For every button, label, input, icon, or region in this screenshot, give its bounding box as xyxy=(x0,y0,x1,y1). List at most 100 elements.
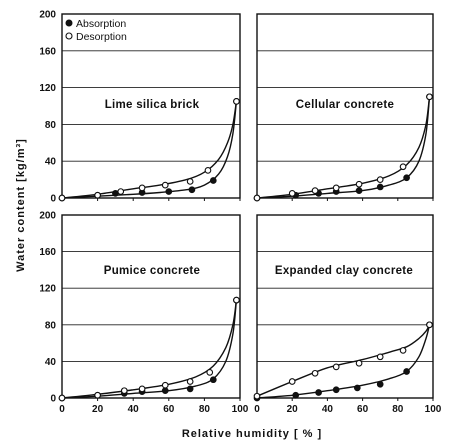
absorption-point xyxy=(165,188,173,195)
desorption-point xyxy=(355,180,363,188)
desorption-point xyxy=(120,387,128,395)
absorption-point xyxy=(209,177,217,184)
panel-title: Lime silica brick xyxy=(105,99,200,111)
curve-desorption xyxy=(256,96,431,199)
y-tick-label: 160 xyxy=(39,46,56,57)
absorption-point xyxy=(315,389,322,396)
legend-label-absorption: Absorption xyxy=(76,18,126,30)
curve-absorption xyxy=(61,101,238,199)
x-tick-label: 20 xyxy=(92,404,104,415)
chart-panel-2: Cellular concrete xyxy=(253,13,434,202)
curve-desorption xyxy=(256,324,431,397)
curve-absorption xyxy=(256,324,431,399)
desorption-point xyxy=(288,378,296,385)
x-tick-label: 60 xyxy=(163,404,175,415)
y-tick-label: 80 xyxy=(45,120,57,131)
plot-frame xyxy=(61,13,241,199)
desorption-point xyxy=(186,378,194,385)
desorption-point xyxy=(288,190,296,197)
desorption-point xyxy=(94,391,101,399)
x-tick-label: 100 xyxy=(232,404,249,415)
legend-marker-absorption xyxy=(65,19,73,27)
desorption-point xyxy=(204,167,212,174)
absorption-point xyxy=(186,385,194,393)
y-tick-label: 40 xyxy=(45,357,57,368)
x-tick-label: 80 xyxy=(392,404,404,415)
x-axis-label: Relative humidity [ % ] xyxy=(182,428,322,440)
desorption-point xyxy=(161,181,169,189)
y-tick-label: 120 xyxy=(39,284,56,295)
absorption-point xyxy=(292,391,300,399)
desorption-point xyxy=(426,321,433,329)
plot-frame xyxy=(61,214,241,399)
panel-title: Expanded clay concrete xyxy=(275,265,413,277)
x-tick-label: 0 xyxy=(254,404,260,415)
x-tick-label: 40 xyxy=(322,404,334,415)
absorption-point xyxy=(403,368,410,375)
plot-frame xyxy=(256,13,434,199)
panel-title: Pumice concrete xyxy=(104,265,201,277)
y-tick-label: 0 xyxy=(50,194,56,205)
desorption-point xyxy=(233,98,240,105)
desorption-point xyxy=(399,347,407,354)
desorption-point xyxy=(311,369,319,377)
desorption-point xyxy=(206,369,214,376)
chart-panel-3: 0 40 80 120 160 200 0 20 40 60 80 100 Pumice concret… xyxy=(39,211,248,416)
desorption-point xyxy=(117,188,125,195)
absorption-point xyxy=(355,187,363,194)
x-tick-label: 20 xyxy=(287,404,299,415)
desorption-point xyxy=(355,359,363,367)
absorption-point xyxy=(376,380,384,388)
desorption-point xyxy=(399,163,407,171)
absorption-point xyxy=(161,387,169,395)
absorption-point xyxy=(209,376,217,384)
y-tick-label: 40 xyxy=(45,157,57,168)
desorption-point xyxy=(253,194,261,202)
x-tick-label: 60 xyxy=(357,404,369,415)
desorption-point xyxy=(186,178,194,185)
y-tick-label: 120 xyxy=(39,83,56,94)
legend-label-desorption: Desorption xyxy=(76,31,127,43)
absorption-point xyxy=(332,386,340,394)
absorption-point xyxy=(376,183,384,191)
desorption-point xyxy=(332,184,340,192)
desorption-point xyxy=(376,176,384,183)
desorption-point xyxy=(332,363,340,371)
desorption-point xyxy=(138,385,146,393)
panel-title: Cellular concrete xyxy=(296,99,394,111)
desorption-point xyxy=(376,353,384,361)
desorption-point xyxy=(94,191,101,199)
y-tick-label: 160 xyxy=(39,247,56,258)
chart-panel-1: 0 40 80 120 160 200 Lime silica brick Absorptio… xyxy=(39,10,241,205)
y-axis-label: Water content [kg/m³] xyxy=(15,138,27,272)
curve-absorption xyxy=(256,96,431,199)
x-tick-label: 40 xyxy=(128,404,140,415)
desorption-point xyxy=(138,184,146,192)
x-tick-label: 0 xyxy=(59,404,65,415)
absorption-point xyxy=(403,174,410,182)
desorption-point xyxy=(161,381,169,389)
desorption-point xyxy=(58,394,66,402)
absorption-point xyxy=(353,384,361,392)
y-tick-label: 200 xyxy=(39,10,56,21)
curve-desorption xyxy=(61,299,238,399)
y-tick-label: 200 xyxy=(39,211,56,222)
y-tick-label: 0 xyxy=(50,394,56,405)
x-tick-label: 100 xyxy=(425,404,442,415)
desorption-point xyxy=(311,187,319,194)
x-tick-label: 80 xyxy=(199,404,211,415)
desorption-point xyxy=(58,194,66,202)
absorption-point xyxy=(188,186,196,194)
desorption-point xyxy=(253,392,261,400)
legend-marker-desorption xyxy=(65,32,73,40)
absorption-point xyxy=(112,190,119,197)
desorption-point xyxy=(426,93,433,101)
plot-frame xyxy=(256,214,434,399)
y-tick-label: 80 xyxy=(45,320,57,331)
chart-panel-4: 0 20 40 60 80 100 Expanded clay concrete xyxy=(253,214,442,415)
desorption-point xyxy=(233,296,240,304)
curve-desorption xyxy=(61,101,238,199)
curve-absorption xyxy=(61,300,238,399)
